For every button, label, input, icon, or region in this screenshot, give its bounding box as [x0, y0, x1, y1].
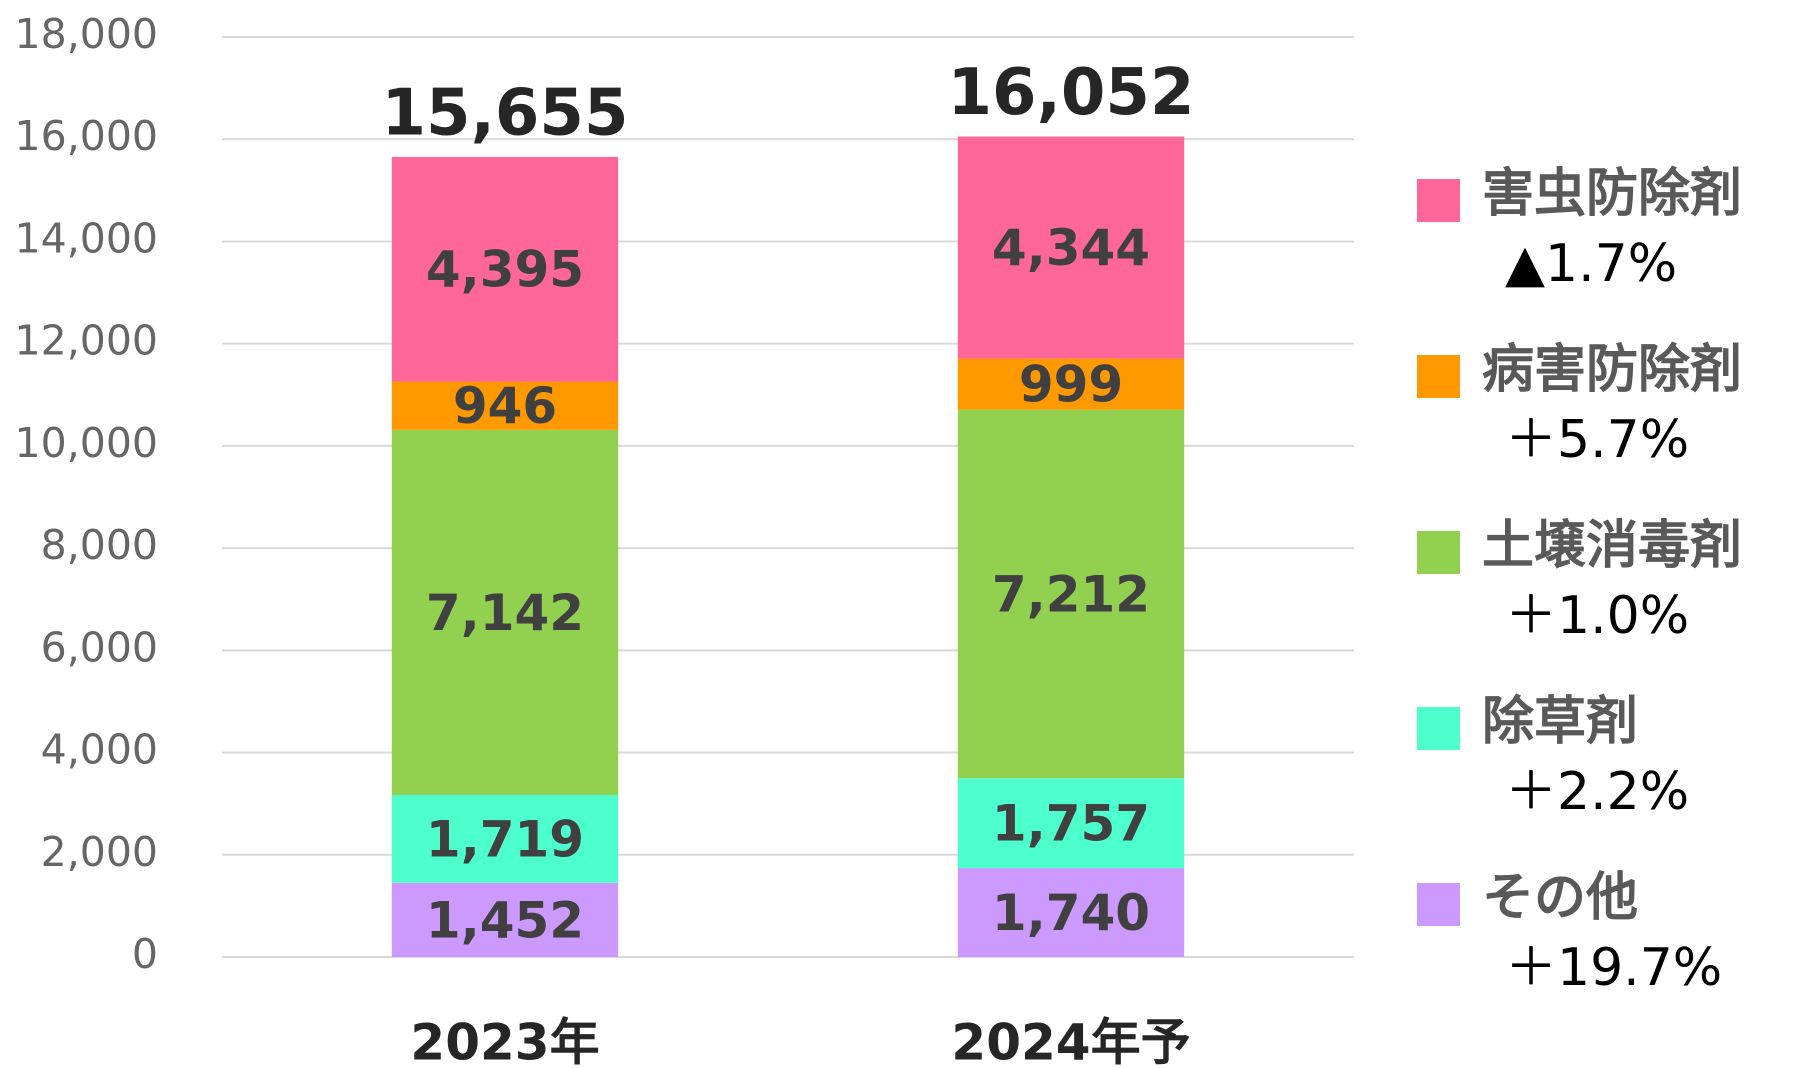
bar-segment	[391, 794, 619, 883]
legend-change: ＋5.7%	[1505, 410, 1689, 470]
y-tick-label: 6,000	[41, 623, 158, 671]
bar-segment	[957, 868, 1185, 957]
x-tick-label: 2024年予	[951, 1014, 1190, 1068]
data-label: 946	[453, 377, 557, 435]
data-label: 1,740	[992, 884, 1150, 942]
y-tick-label: 0	[132, 930, 158, 978]
data-label: 1,757	[992, 795, 1150, 853]
bar-segment	[391, 381, 619, 430]
y-tick-label: 18,000	[15, 10, 158, 58]
y-tick-label: 10,000	[15, 419, 158, 467]
data-label: 7,212	[992, 565, 1150, 623]
y-tick-label: 12,000	[15, 317, 158, 365]
data-label: 999	[1019, 356, 1123, 414]
data-label: 1,452	[426, 891, 584, 949]
legend-label: 除草剤	[1482, 692, 1638, 752]
legend-label: 病害防除剤	[1482, 340, 1742, 400]
y-tick-label: 4,000	[41, 726, 158, 774]
bar-segment	[957, 778, 1185, 869]
legend-swatch	[1417, 179, 1460, 222]
data-label: 4,395	[426, 241, 584, 299]
legend-change: ＋19.7%	[1505, 938, 1722, 998]
data-label: 4,344	[992, 219, 1150, 277]
legend-change: ＋2.2%	[1505, 762, 1689, 822]
y-tick-label: 14,000	[15, 214, 158, 262]
legend-swatch	[1417, 531, 1460, 574]
y-tick-label: 8,000	[41, 521, 158, 569]
legend-label: 土壌消毒剤	[1482, 516, 1742, 576]
data-label: 1,719	[426, 810, 584, 868]
legend-change: ＋1.0%	[1505, 586, 1689, 646]
bar-segment	[391, 429, 619, 795]
legend-change: ▲1.7%	[1505, 234, 1677, 294]
bar-segment	[957, 409, 1185, 779]
bar-segment	[391, 156, 619, 382]
y-tick-label: 2,000	[41, 828, 158, 876]
total-label: 15,655	[382, 76, 629, 150]
legend-label: その他	[1482, 868, 1638, 928]
total-label: 16,052	[948, 56, 1195, 130]
legend-swatch	[1417, 355, 1460, 398]
x-tick-label: 2023年	[410, 1014, 599, 1068]
legend-swatch	[1417, 883, 1460, 926]
bar-segment	[957, 136, 1185, 359]
y-tick-label: 16,000	[15, 112, 158, 160]
data-label: 7,142	[426, 584, 584, 642]
bar-segment	[957, 358, 1185, 410]
legend-label: 害虫防除剤	[1482, 164, 1742, 224]
bar-segment	[391, 882, 619, 957]
legend-swatch	[1417, 707, 1460, 750]
